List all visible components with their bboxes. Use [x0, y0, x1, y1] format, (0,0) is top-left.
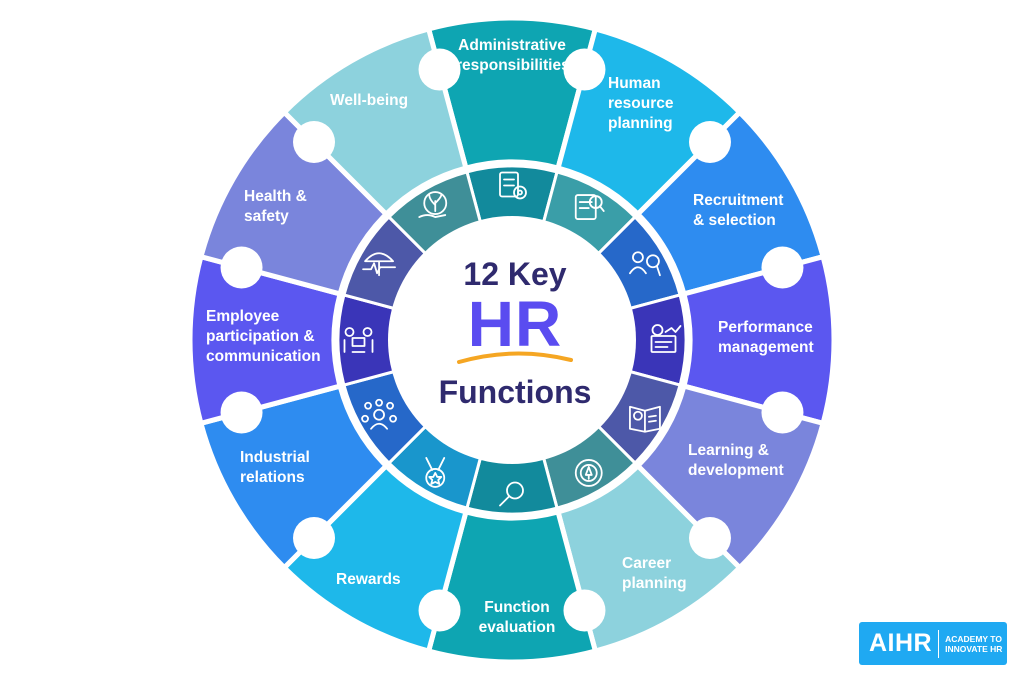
book-idea-icon: [629, 405, 661, 433]
connector-dot: [761, 246, 804, 289]
connector-dot: [688, 121, 731, 164]
connector-dot: [418, 589, 461, 632]
segment-label-line: resource: [608, 95, 674, 112]
title-line-2: HR: [467, 288, 563, 360]
segment-label-line: Rewards: [336, 571, 401, 588]
logo-tagline-line-1: ACADEMY TO: [945, 633, 1002, 644]
segment-label-3: Recruitment & selection: [693, 191, 783, 231]
segment-label-line: development: [688, 462, 784, 479]
connector-dot: [688, 516, 731, 559]
segment-label-10: Employee participation & communication: [206, 307, 321, 367]
segment-label-line: Learning &: [688, 442, 769, 459]
segment-label-7: Function evaluation: [462, 598, 572, 638]
segment-label-9: Industrial relations: [240, 448, 310, 488]
segment-label-line: Industrial: [240, 449, 310, 466]
connector-dot: [293, 121, 336, 164]
medal-icon: [425, 457, 446, 488]
connector-dot: [220, 246, 263, 289]
segment-label-line: Employee: [206, 308, 280, 325]
connector-dot: [761, 391, 804, 434]
segment-label-line: Career: [622, 555, 672, 572]
segment-label-line: safety: [244, 208, 289, 225]
connector-dot: [220, 391, 263, 434]
segment-label-line: Function: [484, 599, 550, 616]
segment-label-8: Rewards: [336, 570, 401, 590]
rocket-gear-icon: [574, 459, 603, 487]
connector-dot: [563, 48, 606, 91]
title-line-1: 12 Key: [463, 256, 567, 292]
segment-label-line: planning: [622, 575, 687, 592]
segment-label-4: Performance management: [718, 318, 814, 358]
logo-divider: [938, 629, 940, 658]
segment-label-2: Human resource planning: [608, 74, 673, 134]
segment-label-line: management: [718, 339, 814, 356]
connector-dot: [293, 516, 336, 559]
segment-label-line: Recruitment: [693, 192, 784, 209]
segment-label-line: planning: [608, 115, 673, 132]
segment-label-line: Well-being: [330, 92, 409, 109]
people-network-icon: [361, 398, 397, 430]
segment-label-line: participation &: [206, 328, 315, 345]
segment-label-6: Career planning: [622, 554, 687, 594]
segment-label-12: Well-being: [330, 91, 408, 111]
segment-label-line: evaluation: [478, 619, 556, 636]
segment-label-11: Health & safety: [244, 187, 307, 227]
logo-tagline: ACADEMY TO INNOVATE HR: [945, 634, 1002, 654]
segment-label-line: Human: [608, 75, 661, 92]
meeting-icon: [343, 327, 374, 353]
segment-label-1: Administrative responsibilities: [456, 36, 570, 76]
connector-dot: [563, 589, 606, 632]
performance-chart-icon: [650, 324, 682, 353]
segment-label-line: & selection: [693, 212, 776, 229]
umbrella-heartbeat-icon: [362, 252, 396, 277]
logo-tagline-line-2: INNOVATE HR: [945, 643, 1003, 654]
candidates-search-icon: [629, 251, 661, 277]
connector-dot: [418, 48, 461, 91]
logo-wordmark: AIHR: [869, 629, 933, 657]
hand-plant-icon: [418, 191, 448, 218]
segment-label-line: Administrative: [458, 37, 566, 54]
segment-label-line: communication: [206, 348, 321, 365]
segment-label-line: Performance: [718, 319, 813, 336]
segment-label-5: Learning & development: [688, 441, 784, 481]
center-disc: [388, 216, 636, 464]
document-gear-icon: [499, 171, 527, 200]
segment-label-line: responsibilities: [456, 57, 570, 74]
document-search-icon: [574, 194, 605, 220]
title-line-3: Functions: [438, 374, 592, 410]
title-underline: [457, 351, 573, 364]
segment-label-line: relations: [240, 469, 305, 486]
aihr-logo: AIHR ACADEMY TO INNOVATE HR: [859, 622, 1007, 665]
segment-label-line: Health &: [244, 188, 307, 205]
magnifier-icon: [499, 481, 524, 507]
